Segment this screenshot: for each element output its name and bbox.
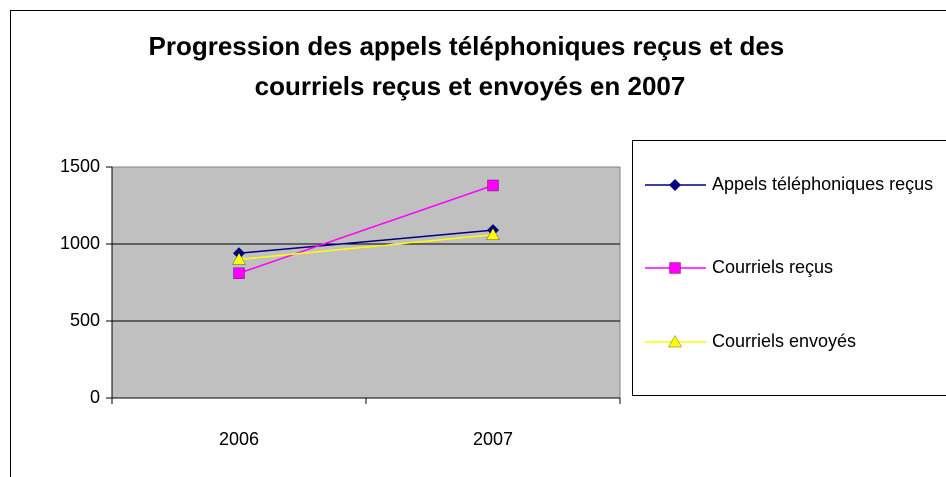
- y-tick-label: 500: [70, 310, 100, 330]
- marker: [232, 252, 246, 265]
- marker: [486, 227, 500, 240]
- y-tick-label: 1000: [60, 233, 100, 253]
- marker: [669, 179, 681, 191]
- marker: [669, 262, 681, 274]
- chart-title: Progression des appels téléphoniques reç…: [149, 31, 792, 101]
- plot-area: [111, 166, 621, 399]
- legend-label: Courriels envoyés: [712, 331, 856, 351]
- marker: [487, 179, 499, 192]
- marker: [668, 335, 682, 348]
- y-tick-label: 1500: [60, 156, 100, 176]
- y-tick-label: 0: [90, 387, 100, 407]
- marker: [233, 267, 245, 279]
- legend-label: Appels téléphoniques reçus: [712, 174, 933, 194]
- series-line: [238, 229, 494, 254]
- x-tick-label: 2006: [219, 429, 259, 449]
- legend: Appels téléphoniques reçus Courriels reçu…: [632, 140, 946, 396]
- series-line: [238, 184, 494, 274]
- legend-label: Courriels reçus: [712, 257, 833, 277]
- x-tick-label: 2007: [473, 429, 513, 449]
- series-line: [238, 234, 494, 261]
